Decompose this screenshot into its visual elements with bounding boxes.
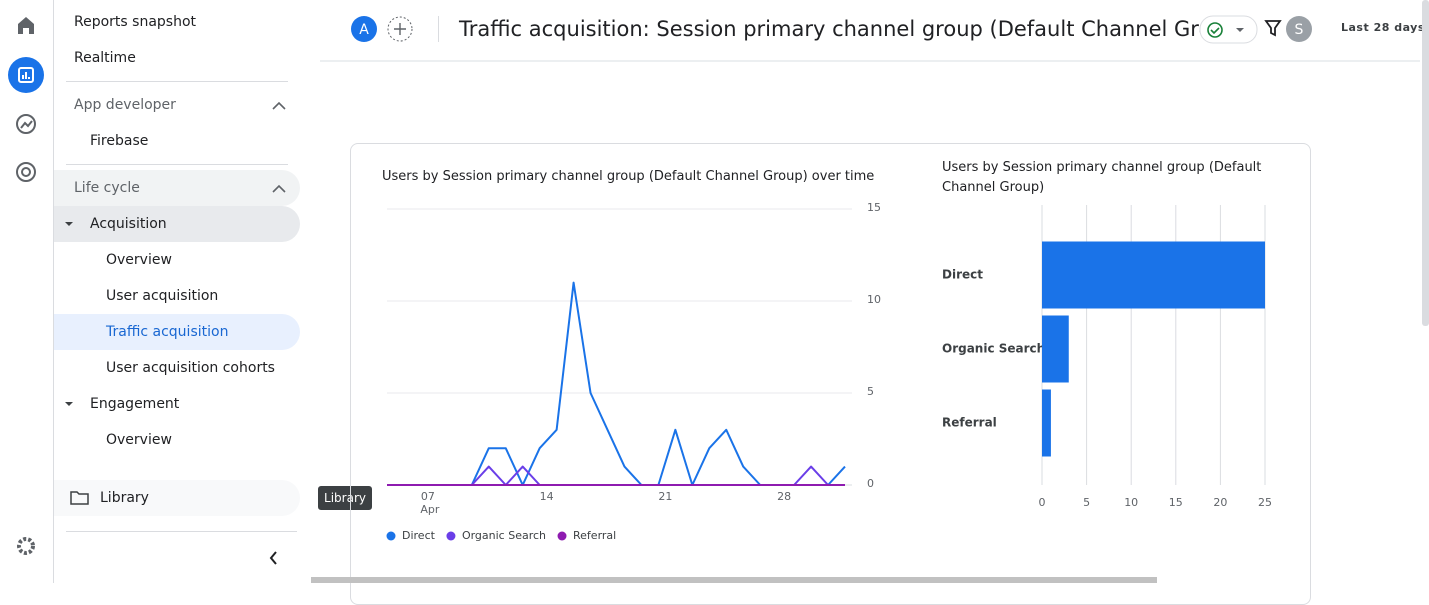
divider — [66, 531, 297, 532]
x-month-label: Apr — [420, 503, 440, 516]
filter-icon[interactable] — [1264, 20, 1282, 37]
date-range[interactable]: Last 28 days — [1341, 21, 1425, 34]
x-tick-label: 0 — [1039, 496, 1046, 509]
divider — [66, 81, 288, 82]
settings-icon[interactable] — [17, 537, 35, 555]
collapse-icon[interactable] — [269, 551, 277, 565]
item-bg — [54, 206, 300, 242]
divider — [66, 164, 288, 165]
legend-label: Direct — [402, 529, 436, 542]
legend-label: Organic Search — [462, 529, 546, 542]
x-tick-label: 5 — [1083, 496, 1090, 509]
advertising-icon[interactable] — [16, 162, 36, 182]
x-tick-label: 20 — [1213, 496, 1227, 509]
nav-item[interactable]: User acquisition — [106, 288, 219, 304]
nav-section[interactable]: Life cycle — [74, 180, 140, 196]
user-avatar[interactable] — [1286, 16, 1312, 42]
selected-bg — [54, 314, 300, 350]
y-tick-label: 10 — [867, 293, 881, 306]
nav-item[interactable]: Traffic acquisition — [106, 324, 229, 340]
category-label: Organic Search — [942, 342, 1045, 356]
category-label: Direct — [942, 268, 983, 282]
nav-item[interactable]: Acquisition — [90, 216, 167, 232]
nav-section[interactable]: App developer — [74, 97, 176, 113]
comparison-avatar[interactable] — [351, 16, 377, 42]
x-tick-label: 07 — [421, 490, 435, 503]
avatar-letter: S — [1295, 22, 1304, 38]
section-bg — [54, 170, 300, 206]
chart-title: Users by Session primary channel group (… — [382, 169, 875, 184]
legend-swatch — [557, 531, 567, 541]
add-comparison[interactable] — [387, 16, 413, 42]
legend-swatch — [386, 531, 396, 541]
nav-item[interactable]: Overview — [106, 432, 172, 448]
sidebar-icons — [65, 101, 286, 565]
x-tick-label: 25 — [1258, 496, 1272, 509]
x-tick-label: 10 — [1124, 496, 1138, 509]
x-tick-label: 28 — [777, 490, 791, 503]
nav-item[interactable]: Firebase — [90, 133, 149, 149]
nav-item[interactable]: Overview — [106, 252, 172, 268]
line — [387, 281, 846, 486]
nav-item[interactable]: Realtime — [74, 50, 136, 66]
bar — [1042, 315, 1069, 383]
nav-item[interactable]: Reports snapshot — [74, 14, 197, 30]
page-title: Traffic acquisition: Session primary cha… — [458, 17, 1246, 41]
x-tick-label: 15 — [1169, 496, 1183, 509]
line — [387, 465, 845, 486]
x-tick-label: 21 — [658, 490, 672, 503]
y-tick-label: 5 — [867, 385, 874, 398]
page: Reports snapshot Realtime App developer … — [8, 0, 1429, 605]
nav-item[interactable]: Library — [100, 490, 149, 506]
y-tick-label: 0 — [867, 477, 874, 490]
tooltip: Library — [318, 486, 372, 510]
scrollbar[interactable] — [1422, 0, 1429, 326]
explore-icon[interactable] — [16, 114, 36, 134]
chart-title: Users by Session primary channel group (… — [942, 160, 1262, 195]
nav-item[interactable]: User acquisition cohorts — [106, 360, 275, 376]
category-label: Referral — [942, 416, 997, 430]
library-bg — [54, 480, 300, 516]
scrollbar[interactable] — [311, 577, 1157, 583]
legend-label: Referral — [573, 529, 616, 542]
nav-item[interactable]: Engagement — [90, 396, 180, 412]
y-tick-label: 15 — [867, 201, 881, 214]
bar — [1042, 389, 1051, 457]
icon-rail — [8, 0, 54, 583]
x-tick-label: 14 — [540, 490, 554, 503]
avatar-letter: A — [359, 22, 369, 38]
legend-swatch — [446, 531, 456, 541]
home-icon[interactable] — [18, 17, 34, 34]
header: A Traffic acquisition: Session primary c… — [320, 15, 1425, 62]
bar — [1042, 241, 1265, 309]
